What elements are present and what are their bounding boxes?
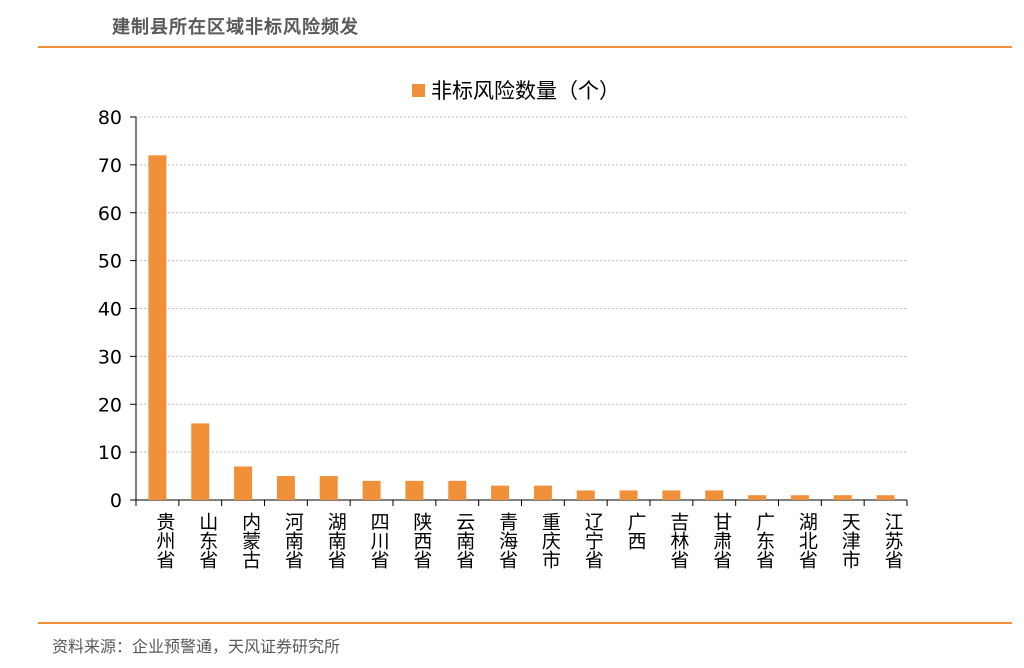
y-tick-label: 70 [98,155,122,177]
bar [833,495,852,500]
bar [448,480,467,500]
bar [533,485,552,500]
bar [619,490,638,500]
category-label: 河南省 [282,512,304,569]
category-label: 贵州省 [153,512,175,569]
category-label: 湖南省 [325,512,347,569]
y-tick-label: 0 [110,490,122,512]
category-label: 内蒙古 [239,512,261,569]
y-tick-label: 50 [98,251,122,273]
bar [790,495,809,500]
legend-label: 非标风险数量（个） [431,79,620,103]
bar [748,495,767,500]
category-label: 陕西省 [410,512,432,569]
y-tick-label: 20 [98,394,122,416]
y-tick-label: 80 [98,107,122,129]
bar [876,495,895,500]
y-tick-label: 60 [98,203,122,225]
bar [234,466,253,500]
bar [662,490,681,500]
top-divider [38,46,1012,48]
category-label: 甘肃省 [710,512,732,569]
category-label: 山东省 [196,512,218,569]
category-label: 湖北省 [796,512,818,569]
bar [705,490,724,500]
y-tick-label: 10 [98,442,122,464]
category-label: 云南省 [453,512,475,569]
category-label: 广东省 [753,512,775,569]
source-note: 资料来源：企业预警通，天风证券研究所 [52,637,341,656]
legend-swatch [412,84,425,97]
category-label: 青海省 [496,512,518,569]
bar [362,480,381,500]
bar [148,155,167,501]
category-label: 广西 [625,512,647,550]
bar [491,485,510,500]
bar [405,480,424,500]
category-label: 天津市 [839,512,861,569]
category-label: 吉林省 [667,512,689,569]
category-label: 辽宁省 [582,512,604,569]
bottom-divider [38,622,1012,624]
category-label: 四川省 [368,512,390,569]
y-tick-label: 40 [98,299,122,321]
bar [319,476,338,500]
bar [191,423,210,500]
bar [276,476,295,500]
category-label: 江苏省 [882,512,904,569]
header-title: 建制县所在区域非标风险频发 [112,17,359,38]
category-label: 重庆市 [539,512,561,569]
bar [576,490,595,500]
y-tick-label: 30 [98,346,122,368]
